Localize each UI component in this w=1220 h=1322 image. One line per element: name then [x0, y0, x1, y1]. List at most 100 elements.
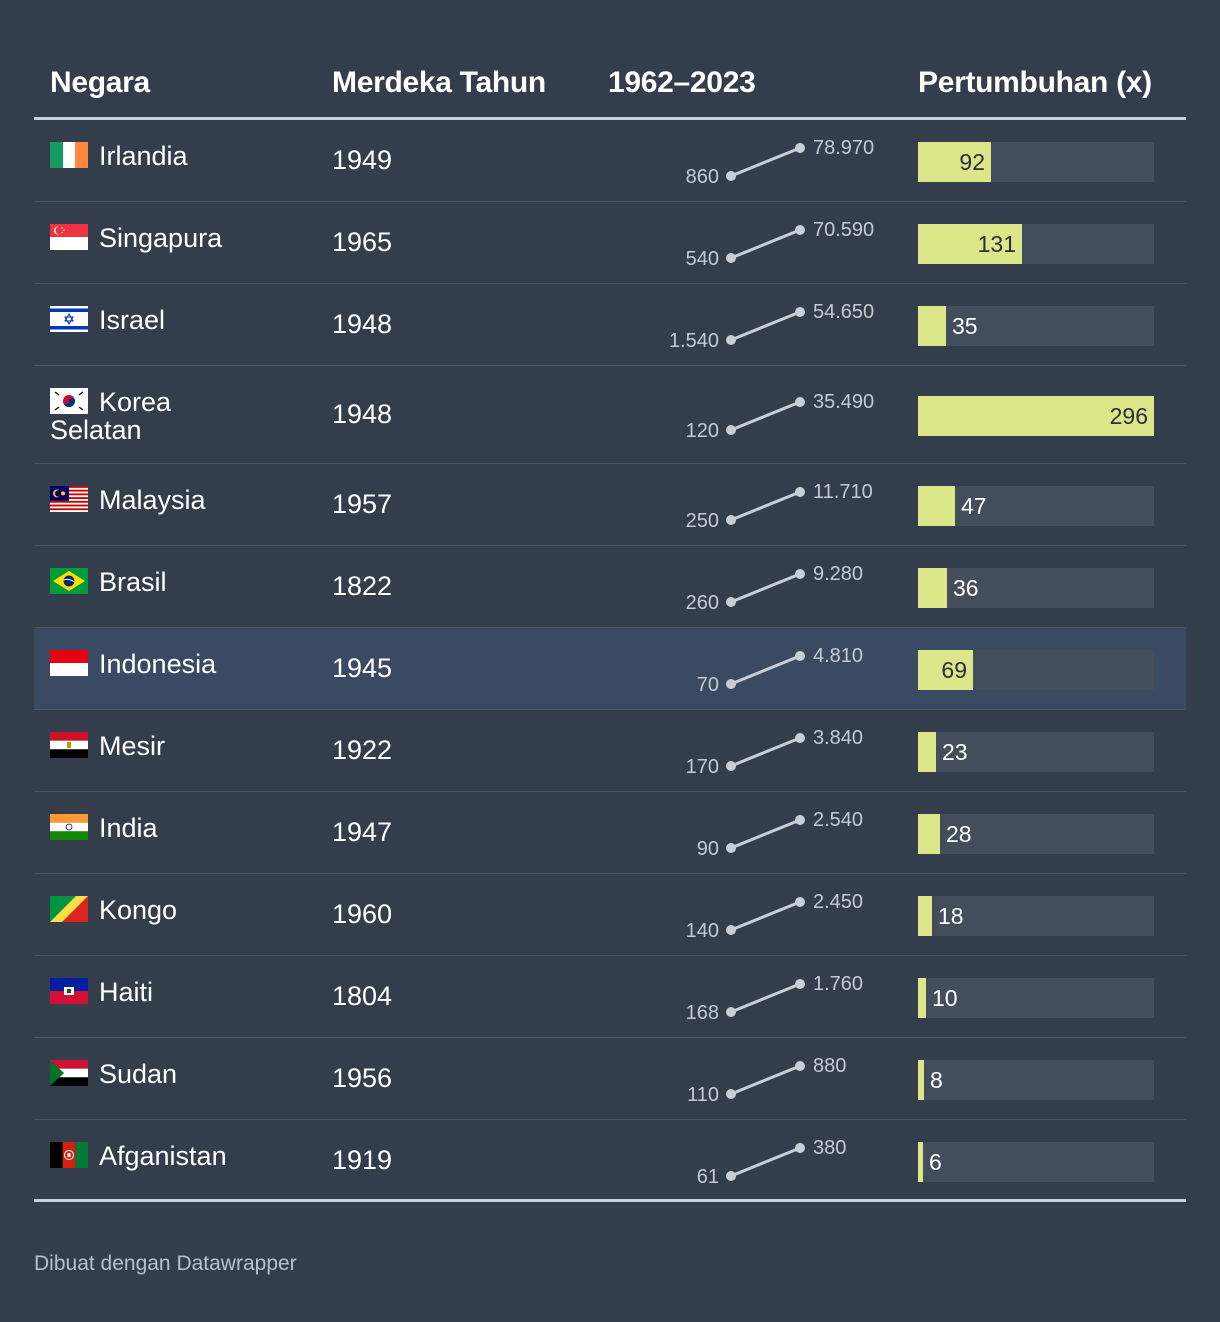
india-flag-icon [50, 814, 88, 840]
start-point [726, 171, 736, 181]
start-value-label: 110 [687, 1084, 719, 1106]
table-row[interactable]: Singapura 1965 540 70.590 131 [34, 202, 1186, 284]
table-row[interactable]: Israel 1948 1.540 54.650 35 [34, 284, 1186, 366]
growth-bar [918, 978, 926, 1018]
start-value-label: 250 [686, 510, 719, 532]
start-value-label: 168 [686, 1002, 719, 1024]
congo-flag-icon [50, 896, 88, 922]
growth-value-label: 69 [941, 657, 967, 683]
table-row[interactable]: Sudan 1956 110 880 8 [34, 1038, 1186, 1120]
growth-value-label: 18 [938, 903, 964, 929]
slope-chart: 860 78.970 [614, 120, 875, 202]
table-row[interactable]: Korea Selatan 1948 120 35.490 296 [34, 366, 1186, 464]
slope-chart: 140 2.450 [614, 874, 874, 956]
independence-year: 1945 [332, 653, 393, 683]
slope-chart: 110 880 [614, 1038, 874, 1120]
growth-bar-track: 131 [918, 224, 1154, 264]
end-point [795, 487, 805, 497]
header-country[interactable]: Negara [50, 66, 150, 99]
south-korea-flag-icon [50, 388, 88, 414]
country-cell: Kongo [50, 896, 250, 924]
table-row[interactable]: Haiti 1804 168 1.760 10 [34, 956, 1186, 1038]
end-point [795, 397, 805, 407]
country-cell: India [50, 814, 250, 842]
header-range[interactable]: 1962–2023 [608, 66, 756, 99]
country-cell: Mesir [50, 732, 250, 760]
slope-chart: 250 11.710 [614, 464, 874, 546]
haiti-flag-icon [50, 978, 88, 1004]
growth-bar [918, 814, 940, 854]
slope-chart: 70 4.810 [614, 628, 874, 710]
country-cell: Korea Selatan [50, 388, 250, 444]
brazil-flag-icon [50, 568, 88, 594]
country-cell: Indonesia [50, 650, 250, 678]
country-cell: Haiti [50, 978, 250, 1006]
table-row[interactable]: Afganistan 1919 61 380 6 [34, 1120, 1186, 1202]
table-row[interactable]: India 1947 90 2.540 28 [34, 792, 1186, 874]
growth-bar [918, 224, 1022, 264]
table-row[interactable]: Kongo 1960 140 2.450 18 [34, 874, 1186, 956]
slope-line [730, 572, 801, 604]
start-value-label: 70 [697, 674, 719, 696]
end-value-label: 380 [813, 1137, 846, 1159]
footer-credit[interactable]: Dibuat dengan Datawrapper [34, 1252, 297, 1275]
growth-bar [918, 568, 947, 608]
start-point [726, 253, 736, 263]
table-header: Negara Merdeka Tahun 1962–2023 Pertumbuh… [34, 40, 1186, 120]
growth-value-label: 36 [953, 575, 979, 601]
slope-line [730, 490, 801, 522]
start-value-label: 1.540 [669, 330, 719, 352]
growth-value-label: 6 [929, 1149, 942, 1175]
header-growth[interactable]: Pertumbuhan (x) [918, 66, 1152, 99]
growth-value-label: 296 [1109, 403, 1148, 429]
slope-chart: 540 70.590 [614, 202, 875, 284]
country-name: Malaysia [99, 485, 206, 515]
start-value-label: 540 [686, 248, 719, 270]
start-value-label: 120 [686, 420, 719, 442]
independence-year: 1949 [332, 145, 393, 175]
sudan-flag-icon [50, 1060, 88, 1086]
start-point [726, 597, 736, 607]
table-row[interactable]: Irlandia 1949 860 78.970 92 [34, 120, 1186, 202]
start-value-label: 61 [697, 1166, 719, 1188]
growth-bar [918, 732, 936, 772]
end-point [795, 815, 805, 825]
country-name: Irlandia [99, 141, 188, 171]
country-cell: Afganistan [50, 1142, 250, 1170]
table-row[interactable]: Malaysia 1957 250 11.710 47 [34, 464, 1186, 546]
start-point [726, 843, 736, 853]
start-value-label: 90 [697, 838, 719, 860]
growth-value-label: 23 [942, 739, 968, 765]
slope-chart: 168 1.760 [614, 956, 874, 1038]
slope-chart: 120 35.490 [614, 374, 875, 456]
end-value-label: 1.760 [813, 973, 863, 995]
slope-chart: 90 2.540 [614, 792, 874, 874]
end-value-label: 54.650 [813, 301, 874, 323]
independence-year: 1804 [332, 981, 393, 1011]
growth-bar-track: 8 [918, 1060, 1154, 1100]
end-value-label: 35.490 [813, 391, 874, 413]
end-value-label: 9.280 [813, 563, 863, 585]
table-row[interactable]: Mesir 1922 170 3.840 23 [34, 710, 1186, 792]
growth-bar [918, 306, 946, 346]
growth-bar-track: 35 [918, 306, 1154, 346]
country-name: Israel [99, 305, 166, 335]
end-point [795, 143, 805, 153]
country-name: Afganistan [99, 1141, 227, 1171]
country-cell: Sudan [50, 1060, 250, 1088]
israel-flag-icon [50, 306, 88, 332]
data-table: Negara Merdeka Tahun 1962–2023 Pertumbuh… [34, 40, 1186, 1202]
slope-line [730, 146, 801, 178]
slope-chart: 61 380 [614, 1120, 874, 1202]
end-value-label: 11.710 [813, 481, 873, 503]
table-row[interactable]: Indonesia 1945 70 4.810 69 [34, 628, 1186, 710]
growth-bar [918, 650, 973, 690]
header-independence-year[interactable]: Merdeka Tahun [332, 66, 546, 99]
end-value-label: 2.450 [813, 891, 863, 913]
growth-bar-track: 92 [918, 142, 1154, 182]
start-point [726, 761, 736, 771]
country-cell: Irlandia [50, 142, 250, 170]
table-row[interactable]: Brasil 1822 260 9.280 36 [34, 546, 1186, 628]
growth-bar-track: 28 [918, 814, 1154, 854]
egypt-flag-icon [50, 732, 88, 758]
